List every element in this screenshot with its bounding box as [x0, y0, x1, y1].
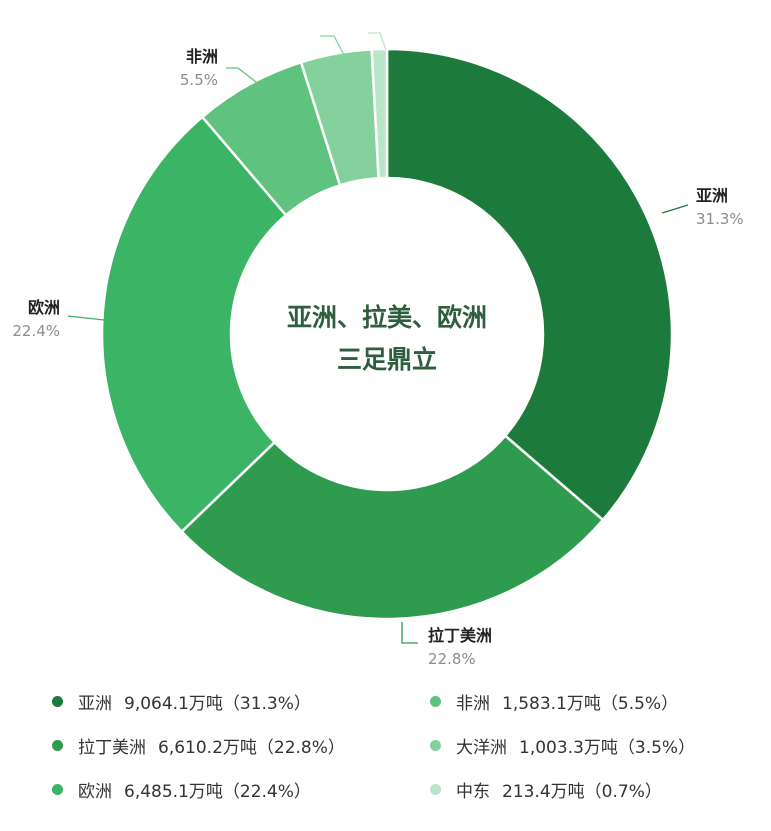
slice-percent-latin-america: 22.8%: [428, 650, 476, 668]
slice-label-europe: 欧洲: [28, 298, 60, 317]
donut-slices: [100, 47, 674, 621]
legend-name: 非洲: [456, 693, 490, 714]
slice-label-latin-america: 拉丁美洲: [428, 626, 492, 645]
legend-item-oceania: 大洋洲 1,003.3万吨（3.5%）: [430, 730, 695, 760]
slice-labels: 亚洲 31.3% 拉丁美洲 22.8% 欧洲 22.4% 非洲 5.5%: [12, 47, 743, 668]
leader-line-africa: [226, 67, 257, 83]
leader-line-europe: [67, 315, 105, 321]
legend-dot-oceania: [430, 739, 441, 751]
legend-value: 9,064.1万吨（31.3%）: [124, 693, 311, 714]
legend-dot-latin-america: [52, 739, 63, 751]
legend-item-asia: 亚洲 9,064.1万吨（31.3%）: [52, 686, 311, 716]
legend-value: 6,610.2万吨（22.8%）: [158, 737, 345, 758]
slice-label-asia: 亚洲: [696, 186, 728, 205]
leader-line-latin-america: [401, 622, 418, 644]
legend-item-africa: 非洲 1,583.1万吨（5.5%）: [430, 686, 678, 716]
legend-item-europe: 欧洲 6,485.1万吨（22.4%）: [52, 774, 311, 804]
leader-lines: [67, 32, 689, 644]
center-title-line-1: 亚洲、拉美、欧洲: [287, 303, 487, 332]
legend-dot-middle-east: [430, 783, 441, 795]
leader-line-asia: [661, 204, 689, 214]
legend-value: 1,003.3万吨（3.5%）: [519, 737, 696, 758]
legend-item-middle-east: 中东 213.4万吨（0.7%）: [430, 774, 662, 804]
slice-percent-asia: 31.3%: [696, 210, 744, 228]
legend-name: 中东: [456, 781, 490, 802]
legend-name: 大洋洲: [456, 737, 507, 758]
legend-dot-europe: [52, 783, 63, 795]
legend-value: 6,485.1万吨（22.4%）: [124, 781, 311, 802]
legend-value: 1,583.1万吨（5.5%）: [502, 693, 679, 714]
donut-chart: 亚洲 31.3% 拉丁美洲 22.8% 欧洲 22.4% 非洲 5.5% 亚洲、拉美、欧洲 三…: [12, 32, 744, 668]
legend-name: 亚洲: [78, 693, 112, 714]
legend-dot-asia: [52, 695, 63, 707]
legend-name: 拉丁美洲: [78, 737, 146, 758]
legend-dot-africa: [430, 695, 441, 707]
center-title-line-2: 三足鼎立: [337, 345, 437, 374]
slice-europe: [100, 115, 288, 534]
slice-latin-america: [179, 434, 605, 621]
slice-middle-east: [370, 47, 389, 180]
legend-value: 213.4万吨（0.7%）: [502, 781, 662, 802]
leader-line-oceania: [320, 35, 345, 56]
slice-percent-europe: 22.4%: [12, 322, 60, 340]
legend-item-latin-america: 拉丁美洲 6,610.2万吨（22.8%）: [52, 730, 345, 760]
slice-percent-africa: 5.5%: [180, 71, 218, 89]
slice-label-africa: 非洲: [186, 47, 218, 66]
slice-asia: [385, 47, 674, 522]
leader-line-middle-east: [368, 32, 387, 51]
legend-name: 欧洲: [78, 781, 112, 802]
